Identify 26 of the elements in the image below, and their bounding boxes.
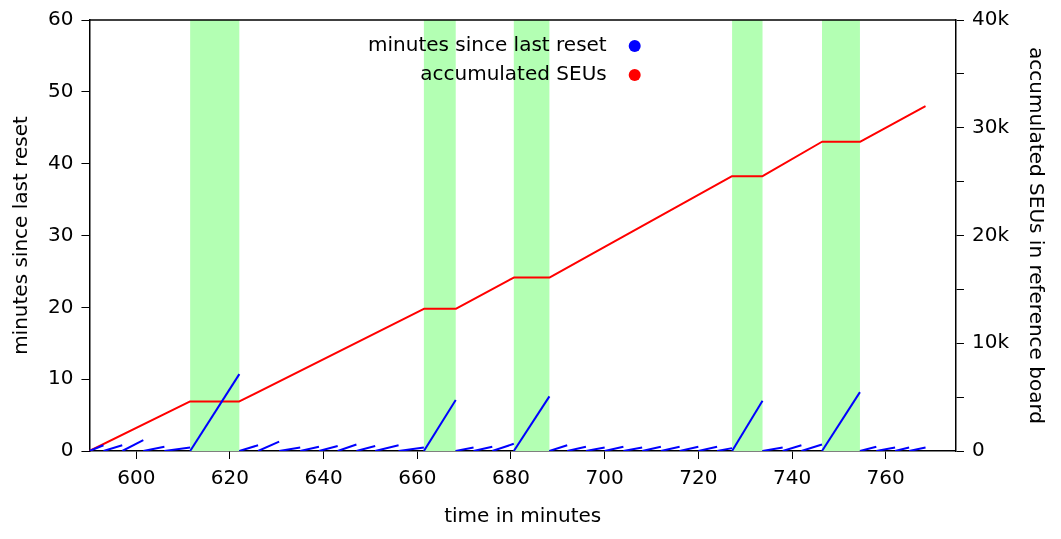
y-tick-label: 0 — [60, 437, 74, 462]
x-tick-label: 620 — [210, 465, 250, 490]
y2-tick-label: 0 — [971, 437, 985, 462]
y-tick-label: 20 — [48, 293, 74, 318]
x-tick-label: 760 — [866, 465, 905, 490]
x-tick-label: 640 — [304, 465, 343, 490]
y2-tick-label: 20k — [971, 221, 1010, 246]
x-tick-label: 720 — [679, 465, 718, 490]
y2-tick-label: 30k — [971, 113, 1010, 138]
y-tick-label: 30 — [48, 221, 74, 246]
y-tick-label: 60 — [48, 6, 74, 31]
y-tick-label: 50 — [48, 78, 74, 103]
y-axis-title: minutes since last reset — [8, 115, 33, 355]
x-tick-label: 740 — [772, 465, 812, 490]
legend-label: minutes since last reset — [367, 32, 607, 57]
x-tick-label: 680 — [491, 465, 531, 490]
legend-label: accumulated SEUs — [420, 61, 607, 86]
y-tick-label: 10 — [48, 365, 74, 390]
y2-axis-title: accumulated SEUs in reference board — [1024, 46, 1049, 425]
y2-tick-label: 40k — [971, 6, 1010, 31]
x-tick-label: 600 — [117, 465, 156, 490]
x-axis-title: time in minutes — [444, 503, 602, 528]
x-tick-label: 700 — [585, 465, 624, 490]
y2-tick-label: 10k — [971, 329, 1010, 354]
x-tick-label: 660 — [398, 465, 437, 490]
y-tick-label: 40 — [48, 149, 74, 174]
